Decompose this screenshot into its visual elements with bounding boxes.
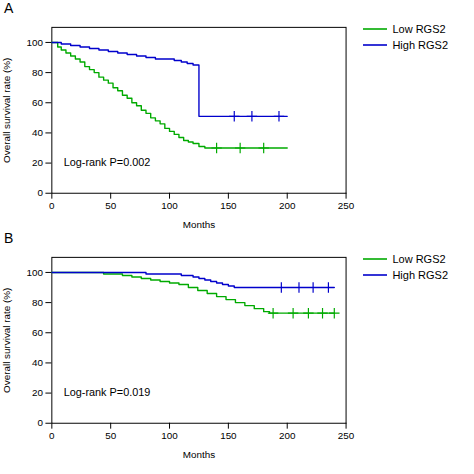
svg-text:50: 50 [105, 200, 116, 211]
svg-text:150: 150 [220, 200, 237, 211]
svg-text:150: 150 [220, 430, 237, 441]
html-text:B: B [4, 230, 14, 247]
svg-text:80: 80 [32, 297, 43, 308]
svg-text:100: 100 [161, 430, 178, 441]
svg-text:20: 20 [32, 157, 43, 168]
svg-text:40: 40 [32, 357, 43, 368]
svg-text:250: 250 [338, 430, 355, 441]
svg-text:Overall survival rate (%): Overall survival rate (%) [1, 58, 12, 163]
svg-text:Overall survival rate (%): Overall survival rate (%) [1, 288, 12, 393]
svg-text:80: 80 [32, 67, 43, 78]
svg-text:50: 50 [105, 430, 116, 441]
svg-text:250: 250 [338, 200, 355, 211]
svg-text:0: 0 [37, 418, 43, 429]
svg-text:100: 100 [161, 200, 178, 211]
svg-text:Log-rank P=0.019: Log-rank P=0.019 [64, 386, 151, 398]
svg-text:Months: Months [183, 449, 215, 460]
html-text:High RGS2: High RGS2 [392, 39, 449, 51]
svg-text:200: 200 [279, 200, 296, 211]
svg-text:100: 100 [26, 267, 43, 278]
svg-text:200: 200 [279, 430, 296, 441]
svg-text:0: 0 [49, 200, 55, 211]
svg-text:100: 100 [26, 37, 43, 48]
html-text:Low RGS2: Low RGS2 [392, 23, 446, 35]
svg-text:Months: Months [183, 219, 215, 230]
html-text:Low RGS2: Low RGS2 [392, 253, 446, 266]
svg-text:40: 40 [32, 127, 43, 138]
html-text:A: A [4, 0, 14, 16]
svg-text:0: 0 [49, 430, 55, 441]
svg-text:20: 20 [32, 388, 43, 399]
svg-text:60: 60 [32, 97, 43, 108]
svg-text:0: 0 [37, 187, 43, 198]
html-text:High RGS2: High RGS2 [392, 269, 449, 282]
svg-text:Log-rank P=0.002: Log-rank P=0.002 [64, 156, 151, 168]
svg-text:60: 60 [32, 327, 43, 338]
